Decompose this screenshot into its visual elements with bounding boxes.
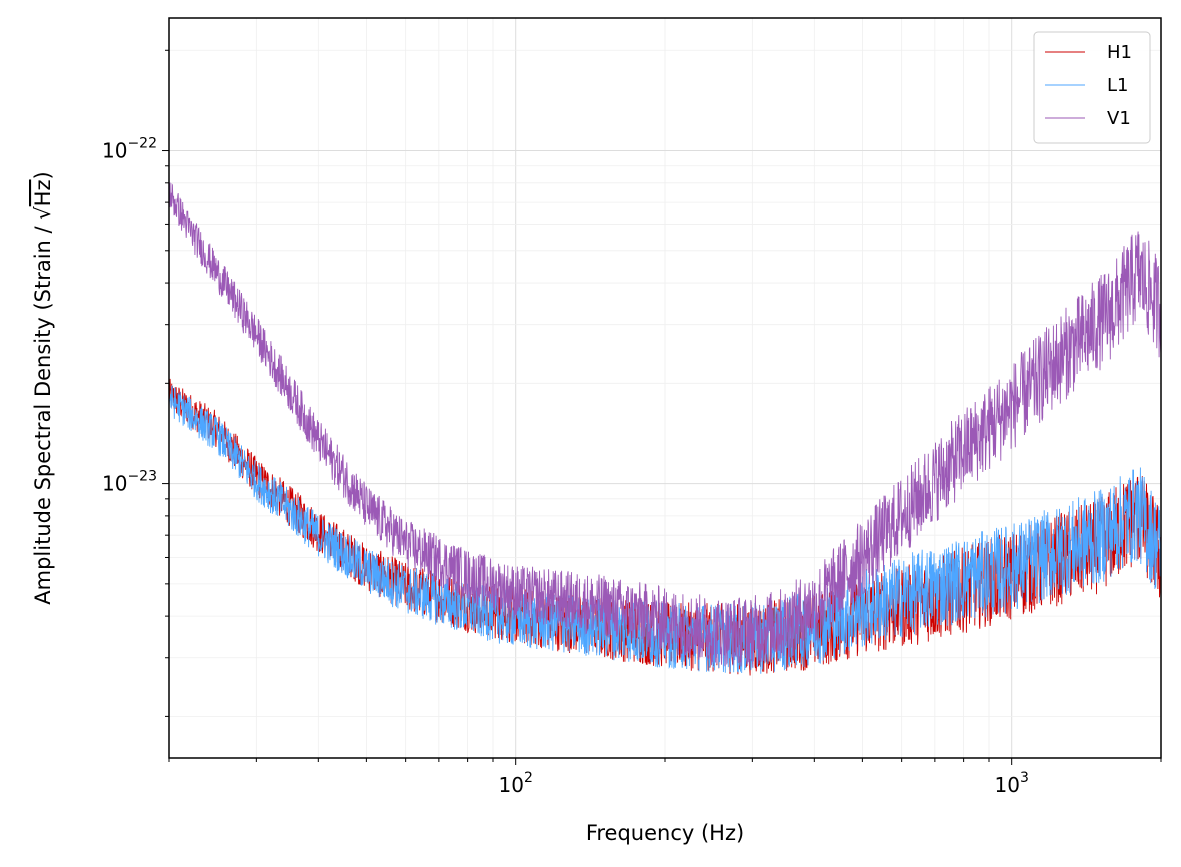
y-axis-label-unit: Hz bbox=[31, 179, 55, 206]
x-axis-label: Frequency (Hz) bbox=[586, 821, 744, 845]
y-axis-label-suffix: ) bbox=[31, 171, 55, 179]
legend-label-v1: V1 bbox=[1107, 108, 1131, 129]
y-axis-label-prefix: Amplitude Spectral Density (Strain / bbox=[31, 220, 55, 605]
series-line-l1 bbox=[168, 385, 1162, 674]
x-tick-label: 102 bbox=[499, 770, 533, 797]
legend-label-h1: H1 bbox=[1107, 42, 1132, 63]
legend: H1 L1 V1 bbox=[1033, 31, 1151, 144]
axis-ticks: 102 103 10−22 10−23 bbox=[102, 49, 1162, 797]
legend-label-l1: L1 bbox=[1107, 75, 1128, 96]
y-tick-label: 10−22 bbox=[102, 136, 157, 163]
legend-box bbox=[1033, 31, 1151, 144]
x-tick-label: 103 bbox=[995, 770, 1029, 797]
series-lines bbox=[168, 182, 1162, 676]
y-axis-label: Amplitude Spectral Density (Strain / √Hz… bbox=[31, 171, 55, 604]
series-line-v1 bbox=[168, 182, 1162, 668]
y-axis-label-sqrt: √ bbox=[31, 206, 55, 220]
y-tick-label: 10−23 bbox=[102, 469, 157, 496]
